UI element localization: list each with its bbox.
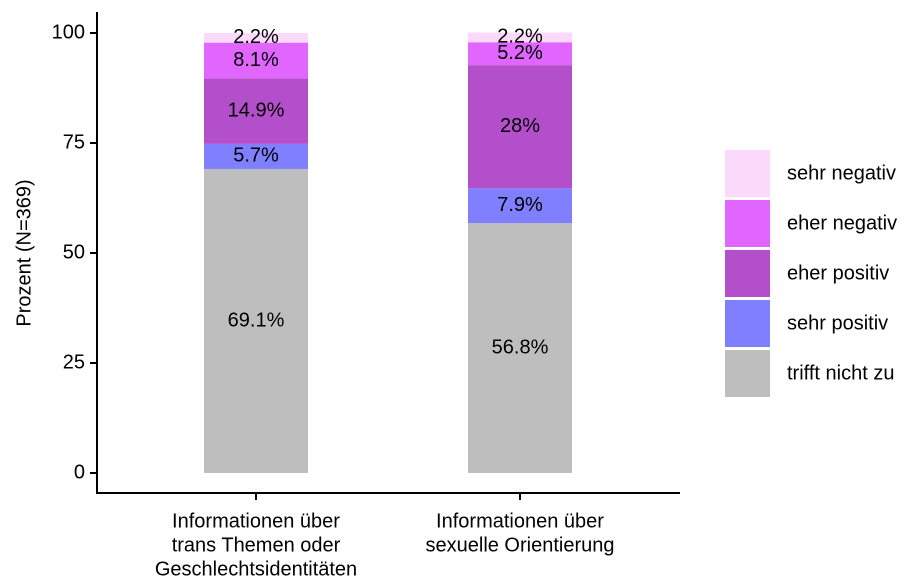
y-tick-label: 0 xyxy=(74,461,85,483)
x-tick-label: sexuelle Orientierung xyxy=(426,534,615,556)
data-label: 7.9% xyxy=(497,194,543,216)
y-tick-label: 50 xyxy=(63,241,85,263)
legend-label: sehr negativ xyxy=(787,162,896,184)
x-tick-label: Geschlechtsidentitäten xyxy=(155,558,357,580)
bar-segment xyxy=(468,32,572,43)
bar-segment xyxy=(204,33,308,43)
x-tick-label: Informationen über xyxy=(436,510,604,532)
data-label: 5.7% xyxy=(233,145,279,167)
bar-segment xyxy=(204,143,308,169)
bar-segment xyxy=(204,42,308,79)
data-label: 5.2% xyxy=(497,42,543,64)
legend-key xyxy=(725,300,770,347)
legend-key xyxy=(725,150,770,197)
legend-key xyxy=(725,250,770,297)
data-label: 2.2% xyxy=(497,26,543,48)
bar-segment xyxy=(204,78,308,144)
bar-segment xyxy=(468,65,572,189)
legend-key xyxy=(725,350,770,397)
bar-segment xyxy=(468,188,572,224)
data-label: 8.1% xyxy=(233,49,279,71)
data-label: 56.8% xyxy=(492,336,549,358)
legend-label: sehr positiv xyxy=(787,312,888,334)
legend-label: eher negativ xyxy=(787,212,897,234)
legend-label: trifft nicht zu xyxy=(787,362,894,384)
data-label: 14.9% xyxy=(228,99,285,121)
y-tick-label: 75 xyxy=(63,131,85,153)
y-axis-label: Prozent (N=369) xyxy=(13,179,35,326)
y-tick-label: 100 xyxy=(52,21,85,43)
legend-key xyxy=(725,200,770,247)
bar-segment xyxy=(204,168,308,473)
bar-segment xyxy=(468,223,572,473)
x-tick-label: trans Themen oder xyxy=(172,534,341,556)
data-label: 28% xyxy=(500,115,540,137)
bar-segment xyxy=(468,42,572,66)
y-tick-label: 25 xyxy=(63,351,85,373)
legend-label: eher positiv xyxy=(787,262,889,284)
x-tick-label: Informationen über xyxy=(172,510,340,532)
data-label: 69.1% xyxy=(228,309,285,331)
data-label: 2.2% xyxy=(233,26,279,48)
